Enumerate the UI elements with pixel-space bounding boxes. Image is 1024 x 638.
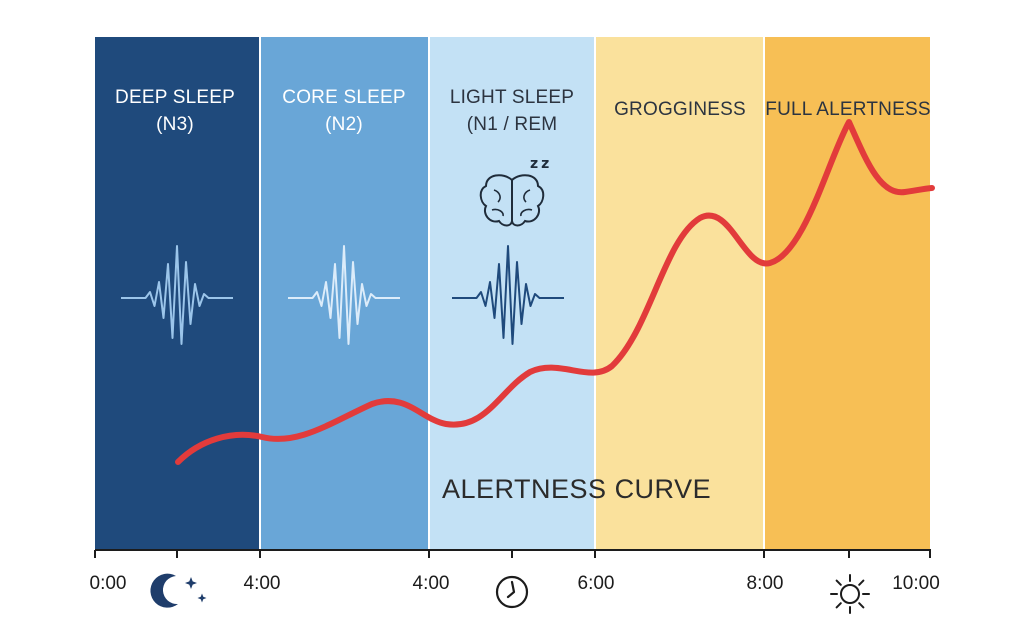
brain-left-lobe [479, 174, 513, 227]
time-axis-icons [150, 573, 870, 614]
brain-sleeping-icon: zz [479, 156, 552, 227]
brain-right-lobe [511, 174, 545, 227]
moon-stars-icon [150, 573, 207, 608]
time-tick-label: 10:00 [892, 573, 940, 594]
stage-label-1-line-1: (N2) [325, 114, 363, 135]
time-tick-label: 8:00 [747, 573, 784, 594]
brainwave-icon [452, 245, 564, 345]
brainwave-icon [288, 245, 400, 345]
stage-bands [95, 37, 930, 549]
stage-label-0-line-1: (N3) [156, 114, 194, 135]
time-tick-label: 4:00 [413, 573, 450, 594]
stage-band-2 [429, 37, 595, 549]
brainwave-icon [121, 245, 233, 345]
zz-icon-text: zz [530, 156, 552, 172]
time-tick-labels: 0:00 4:00 4:00 6:00 8:00 10:00 [90, 573, 940, 594]
stage-labels: DEEP SLEEP (N3) CORE SLEEP (N2) LIGHT SLEEP (… [115, 87, 930, 135]
stage-band-3 [595, 37, 764, 549]
stage-label-0-line-0: DEEP SLEEP [115, 87, 235, 108]
stage-label-2-line-0: LIGHT SLEEP [450, 87, 574, 108]
brain-folds [491, 189, 533, 217]
stage-label-1-line-0: CORE SLEEP [282, 87, 405, 108]
stage-label-3-line-0: GROGGINESS [614, 99, 746, 120]
stage-band-1 [260, 37, 429, 549]
time-tick-label: 6:00 [578, 573, 615, 594]
brainwave-glyphs [121, 245, 564, 345]
clock-icon [495, 575, 529, 609]
sun-icon [830, 574, 870, 614]
alertness-curve [175, 119, 935, 465]
time-tick-label: 0:00 [90, 573, 127, 594]
time-axis [94, 549, 931, 558]
time-tick-label: 4:00 [244, 573, 281, 594]
stage-label-4-line-0: FULL ALERTNESS [765, 99, 930, 120]
stage-label-2-line-1: (N1 / REM [467, 114, 557, 135]
alertness-curve-label: ALERTNESS CURVE [442, 474, 711, 504]
